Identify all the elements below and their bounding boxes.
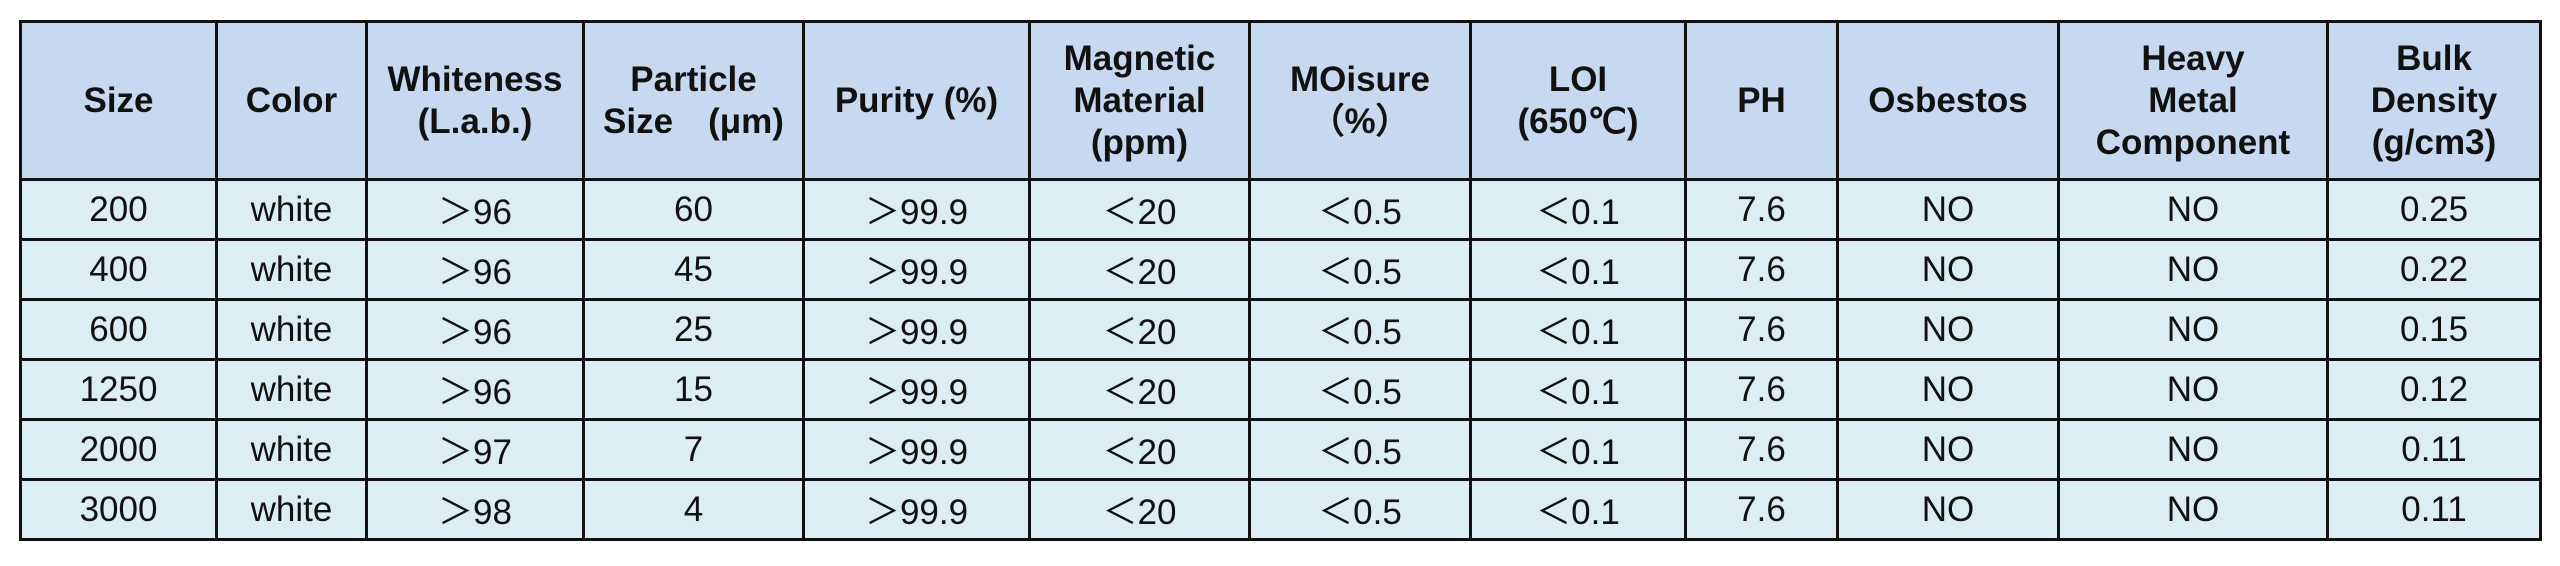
table-cell: 7.6 bbox=[1684, 478, 1839, 541]
table-row: 2000 white ＞97 7 ＞99.9 ＜20 ＜0.5 ＜0.1 7.6 NO NO 0.11 bbox=[19, 418, 2542, 481]
table-cell: 7 bbox=[582, 418, 805, 481]
table-cell: NO bbox=[2057, 298, 2329, 361]
table-cell: ＜0.1 bbox=[1469, 298, 1687, 361]
table-cell: 0.22 bbox=[2326, 238, 2542, 301]
table-cell: NO bbox=[2057, 358, 2329, 421]
table-row: 600 white ＞96 25 ＞99.9 ＜20 ＜0.5 ＜0.1 7.6 NO NO 0.15 bbox=[19, 298, 2542, 361]
table-cell: ＜0.5 bbox=[1248, 358, 1472, 421]
table-cell: 60 bbox=[582, 178, 805, 241]
table-cell: ＜20 bbox=[1028, 298, 1251, 361]
table-cell: white bbox=[215, 298, 368, 361]
table-cell: 0.25 bbox=[2326, 178, 2542, 241]
table-cell: white bbox=[215, 418, 368, 481]
table-cell: ＞99.9 bbox=[802, 178, 1031, 241]
table-cell: ＞97 bbox=[365, 418, 585, 481]
table-cell: white bbox=[215, 358, 368, 421]
table-cell: ＞96 bbox=[365, 358, 585, 421]
table-cell: ＜20 bbox=[1028, 418, 1251, 481]
header-cell: Color bbox=[215, 20, 368, 181]
table-cell: ＞96 bbox=[365, 238, 585, 301]
header-cell: Particle Size (μm) bbox=[582, 20, 805, 181]
header-cell: LOI (650℃) bbox=[1469, 20, 1687, 181]
table-cell: ＜0.1 bbox=[1469, 358, 1687, 421]
table-cell: NO bbox=[2057, 478, 2329, 541]
table-cell: 2000 bbox=[19, 418, 218, 481]
table-cell: ＞99.9 bbox=[802, 358, 1031, 421]
table-cell: ＞99.9 bbox=[802, 298, 1031, 361]
table-cell: ＞99.9 bbox=[802, 478, 1031, 541]
table-cell: 400 bbox=[19, 238, 218, 301]
table-cell: ＜0.1 bbox=[1469, 418, 1687, 481]
header-cell: Size bbox=[19, 20, 218, 181]
table-cell: 7.6 bbox=[1684, 358, 1839, 421]
table-cell: 3000 bbox=[19, 478, 218, 541]
table-cell: 25 bbox=[582, 298, 805, 361]
spec-table: Size Color Whiteness (L.a.b.) Particle Size… bbox=[19, 20, 2542, 541]
header-cell: Whiteness (L.a.b.) bbox=[365, 20, 585, 181]
table-cell: NO bbox=[1836, 418, 2060, 481]
table-cell: 7.6 bbox=[1684, 238, 1839, 301]
table-cell: ＜20 bbox=[1028, 178, 1251, 241]
table-cell: ＞99.9 bbox=[802, 418, 1031, 481]
table-cell: NO bbox=[2057, 238, 2329, 301]
header-cell: Osbestos bbox=[1836, 20, 2060, 181]
table-cell: 1250 bbox=[19, 358, 218, 421]
table-cell: NO bbox=[1836, 478, 2060, 541]
table-cell: white bbox=[215, 478, 368, 541]
table-cell: 600 bbox=[19, 298, 218, 361]
table-cell: 15 bbox=[582, 358, 805, 421]
table-cell: NO bbox=[1836, 178, 2060, 241]
header-cell: MOisure （%） bbox=[1248, 20, 1472, 181]
table-cell: 200 bbox=[19, 178, 218, 241]
table-cell: NO bbox=[2057, 418, 2329, 481]
table-cell: ＜20 bbox=[1028, 358, 1251, 421]
table-cell: 4 bbox=[582, 478, 805, 541]
table-cell: white bbox=[215, 178, 368, 241]
table-cell: 7.6 bbox=[1684, 298, 1839, 361]
table-cell: 0.12 bbox=[2326, 358, 2542, 421]
table-cell: ＜0.1 bbox=[1469, 238, 1687, 301]
table-cell: ＜0.5 bbox=[1248, 418, 1472, 481]
table-body: 200 white ＞96 60 ＞99.9 ＜20 ＜0.5 ＜0.1 7.6 NO NO 0.25… bbox=[19, 178, 2542, 541]
table-cell: ＜20 bbox=[1028, 478, 1251, 541]
table-cell: ＞96 bbox=[365, 298, 585, 361]
table-cell: ＜20 bbox=[1028, 238, 1251, 301]
table-cell: ＜0.1 bbox=[1469, 178, 1687, 241]
header-row: Size Color Whiteness (L.a.b.) Particle Size… bbox=[19, 20, 2542, 181]
table-cell: ＜0.5 bbox=[1248, 238, 1472, 301]
table-cell: NO bbox=[1836, 238, 2060, 301]
table-cell: NO bbox=[2057, 178, 2329, 241]
header-cell: Heavy Metal Component bbox=[2057, 20, 2329, 181]
table-cell: 7.6 bbox=[1684, 418, 1839, 481]
table-cell: ＞99.9 bbox=[802, 238, 1031, 301]
header-cell: Magnetic Material (ppm) bbox=[1028, 20, 1251, 181]
table-cell: white bbox=[215, 238, 368, 301]
table-cell: 0.15 bbox=[2326, 298, 2542, 361]
table-cell: 45 bbox=[582, 238, 805, 301]
header-cell: Bulk Density (g/cm3) bbox=[2326, 20, 2542, 181]
table-cell: ＜0.5 bbox=[1248, 478, 1472, 541]
table-row: 3000 white ＞98 4 ＞99.9 ＜20 ＜0.5 ＜0.1 7.6 NO NO 0.11 bbox=[19, 478, 2542, 541]
table-cell: ＜0.5 bbox=[1248, 178, 1472, 241]
table-row: 200 white ＞96 60 ＞99.9 ＜20 ＜0.5 ＜0.1 7.6 NO NO 0.25 bbox=[19, 178, 2542, 241]
table-row: 1250 white ＞96 15 ＞99.9 ＜20 ＜0.5 ＜0.1 7.6 NO NO 0.1… bbox=[19, 358, 2542, 421]
header-cell: Purity (%) bbox=[802, 20, 1031, 181]
table-row: 400 white ＞96 45 ＞99.9 ＜20 ＜0.5 ＜0.1 7.6 NO NO 0.22 bbox=[19, 238, 2542, 301]
table-cell: 7.6 bbox=[1684, 178, 1839, 241]
table-cell: ＞96 bbox=[365, 178, 585, 241]
table-cell: ＜0.1 bbox=[1469, 478, 1687, 541]
table-cell: NO bbox=[1836, 358, 2060, 421]
table-header: Size Color Whiteness (L.a.b.) Particle Size… bbox=[19, 20, 2542, 181]
table-cell: 0.11 bbox=[2326, 478, 2542, 541]
table-cell: ＞98 bbox=[365, 478, 585, 541]
header-cell: PH bbox=[1684, 20, 1839, 181]
table-cell: NO bbox=[1836, 298, 2060, 361]
table-cell: ＜0.5 bbox=[1248, 298, 1472, 361]
table-cell: 0.11 bbox=[2326, 418, 2542, 481]
